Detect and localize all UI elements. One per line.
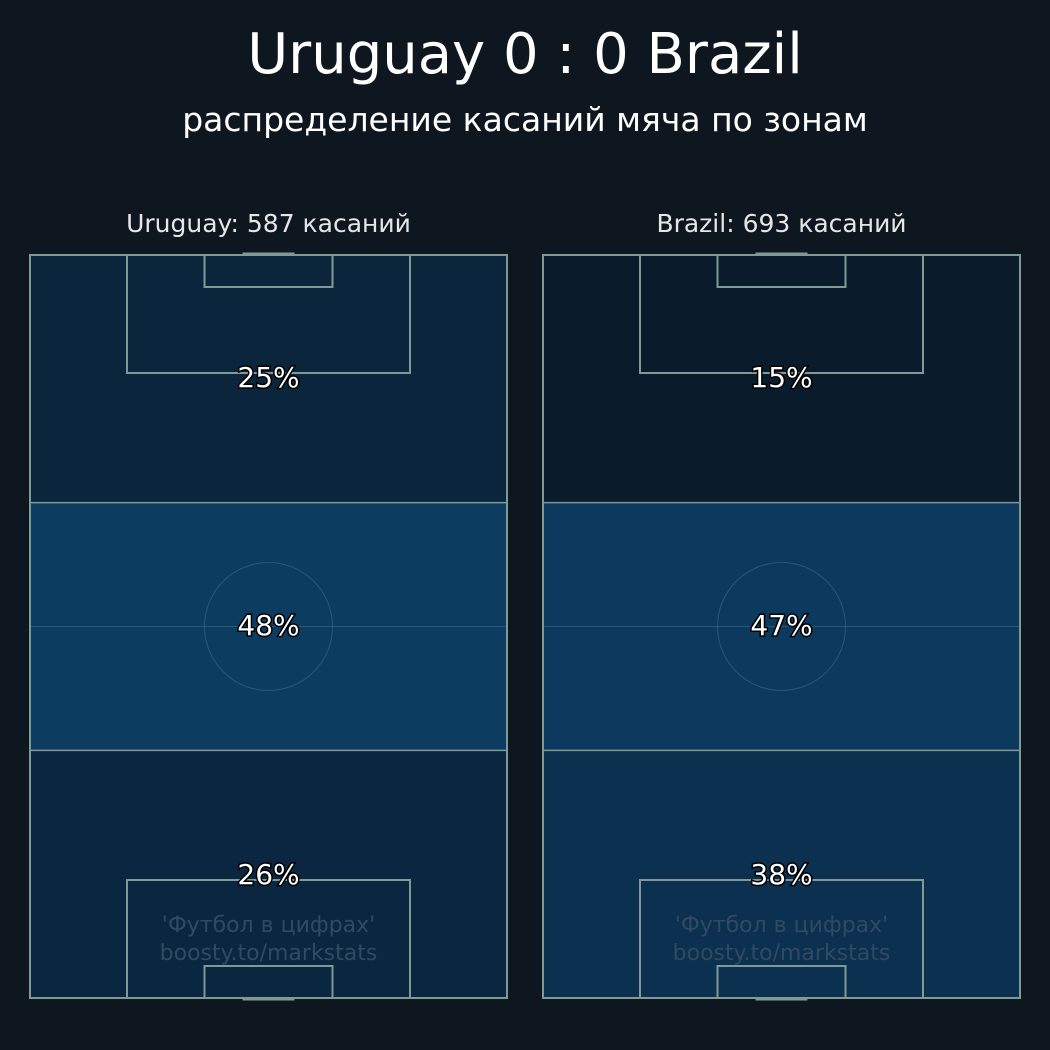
- zone-bottom: [30, 750, 507, 998]
- zone-label-bottom: 38%: [750, 858, 812, 891]
- pitch-uruguay: Uruguay: 587 касаний 'Футбол в цифрах' boo…: [29, 209, 508, 1001]
- pitch-brazil: Brazil: 693 касаний 'Футбол в цифрах' boos…: [542, 209, 1021, 1001]
- zone-label-top: 25%: [237, 361, 299, 394]
- watermark-line: 'Футбол в цифрах': [162, 913, 375, 938]
- zone-bottom: [543, 750, 1020, 998]
- chart-subtitle: распределение касаний мяча по зонам: [182, 100, 868, 139]
- zone-label-middle: 48%: [237, 609, 299, 642]
- zone-label-top: 15%: [750, 361, 812, 394]
- pitch-team-label: Brazil: 693 касаний: [656, 209, 906, 238]
- chart-title: Uruguay 0 : 0 Brazil: [247, 22, 803, 87]
- center-circle: [717, 562, 846, 691]
- center-circle: [204, 562, 333, 691]
- watermark-line: boosty.to/markstats: [160, 941, 378, 966]
- zone-top: [30, 255, 507, 503]
- zone-label-middle: 47%: [750, 609, 812, 642]
- zone-label-bottom: 26%: [237, 858, 299, 891]
- watermark-line: 'Футбол в цифрах': [675, 913, 888, 938]
- watermark-line: boosty.to/markstats: [673, 941, 891, 966]
- pitch-team-label: Uruguay: 587 касаний: [126, 209, 411, 238]
- zone-top: [543, 255, 1020, 503]
